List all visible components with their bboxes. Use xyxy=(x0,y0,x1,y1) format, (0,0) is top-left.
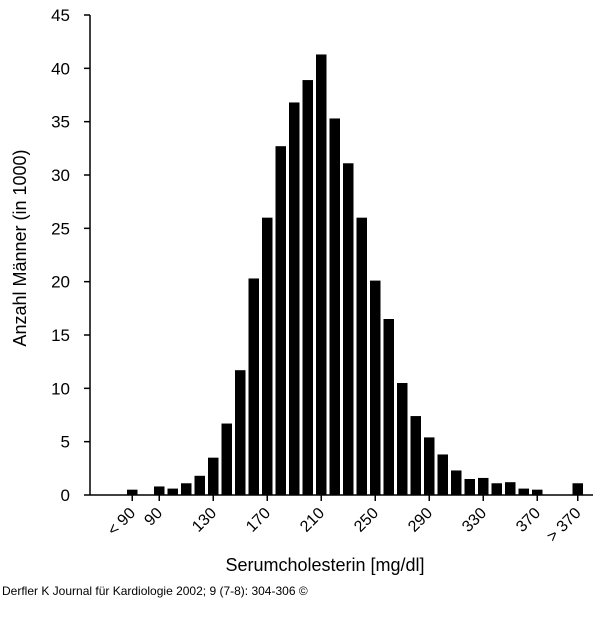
bar-22 xyxy=(410,416,421,495)
x-tick-label: 130 xyxy=(189,505,220,536)
bar-13 xyxy=(289,102,300,495)
y-tick-label: 40 xyxy=(51,59,70,78)
y-tick-label: 0 xyxy=(61,486,70,505)
y-tick-label: 30 xyxy=(51,166,70,185)
x-axis-label: Serumcholesterin [mg/dl] xyxy=(225,555,424,575)
bar-27 xyxy=(478,477,489,495)
bar-25 xyxy=(451,470,462,495)
bar-12 xyxy=(275,146,286,495)
x-axis: < 90 90 130 170 210 250 290 330 370 > 370 xyxy=(90,494,593,546)
bars-group xyxy=(127,54,583,496)
bar-30 xyxy=(518,488,529,495)
y-tick-label: 10 xyxy=(51,379,70,398)
bar-3 xyxy=(154,486,165,495)
x-tick-label: 330 xyxy=(459,505,490,536)
bar-8 xyxy=(221,423,232,495)
x-tick-label: 210 xyxy=(297,505,328,536)
bar-6 xyxy=(194,475,205,495)
bar-17 xyxy=(343,163,354,495)
bar-7 xyxy=(208,457,219,495)
bar-14 xyxy=(302,80,313,496)
histogram-chart: 0 5 10 15 20 25 30 35 40 45 < 90 90 130 170 210 250 290… xyxy=(10,6,593,575)
source-caption: Derfler K Journal für Kardiologie 2002; … xyxy=(2,584,308,598)
bar-10 xyxy=(248,278,259,495)
bar-26 xyxy=(464,479,475,495)
y-tick-label: 35 xyxy=(51,113,70,132)
bar-5 xyxy=(181,483,192,495)
bar-18 xyxy=(356,217,367,495)
bar-15 xyxy=(316,54,327,495)
bar-21 xyxy=(397,383,408,495)
bar-19 xyxy=(370,280,381,495)
y-tick-label: 25 xyxy=(51,219,70,238)
y-axis: 0 5 10 15 20 25 30 35 40 45 xyxy=(51,6,91,505)
bar-28 xyxy=(491,483,502,495)
bar-34 xyxy=(572,483,583,495)
x-tick-label: 170 xyxy=(243,505,274,536)
y-tick-label: 15 xyxy=(51,326,70,345)
bar-24 xyxy=(437,454,448,495)
x-tick-label: 250 xyxy=(351,505,382,536)
bar-31 xyxy=(532,489,543,495)
x-tick-label: 290 xyxy=(405,505,436,536)
bar-1 xyxy=(127,489,138,495)
bar-4 xyxy=(167,488,178,495)
x-tick-label: < 90 xyxy=(105,505,139,539)
bar-23 xyxy=(424,437,435,495)
x-tick-label: > 370 xyxy=(544,505,585,546)
y-tick-label: 45 xyxy=(51,6,70,25)
bar-16 xyxy=(329,118,340,495)
bar-11 xyxy=(262,217,273,495)
x-tick-label: 370 xyxy=(513,505,544,536)
y-tick-label: 20 xyxy=(51,273,70,292)
x-tick-label: 90 xyxy=(141,505,166,530)
bar-20 xyxy=(383,319,394,495)
y-tick-label: 5 xyxy=(61,433,70,452)
bar-9 xyxy=(235,370,246,495)
y-axis-label: Anzahl Männer (in 1000) xyxy=(10,149,30,346)
bar-29 xyxy=(505,482,516,495)
